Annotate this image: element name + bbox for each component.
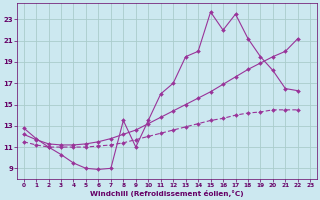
- X-axis label: Windchill (Refroidissement éolien,°C): Windchill (Refroidissement éolien,°C): [90, 190, 244, 197]
